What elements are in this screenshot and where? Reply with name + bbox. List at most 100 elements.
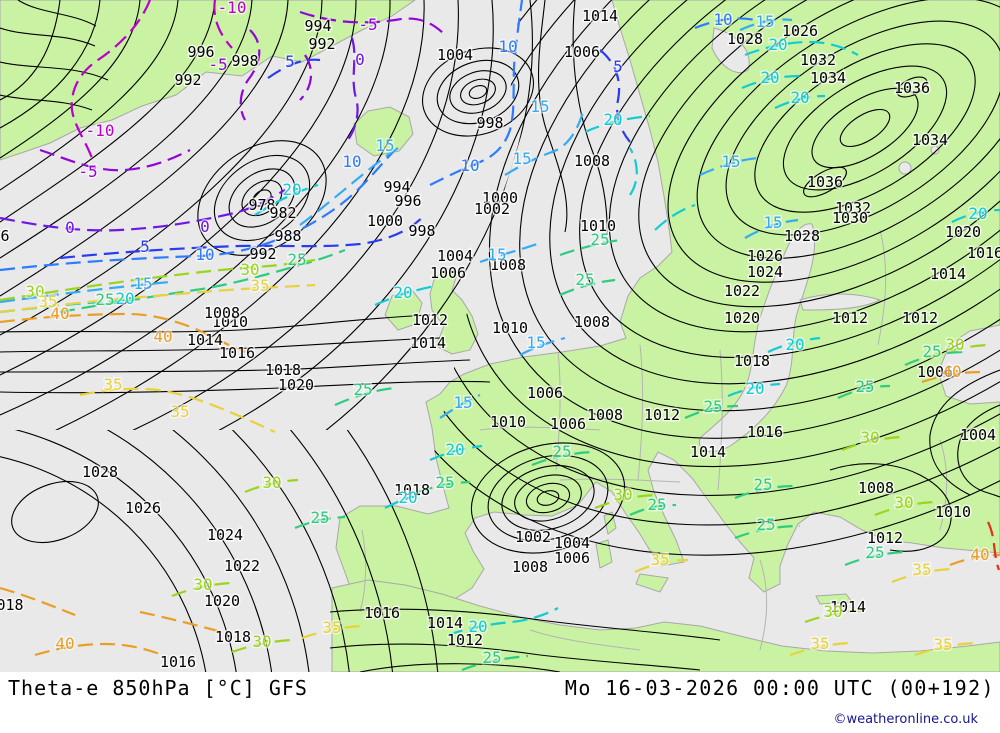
- sicily-island: [635, 573, 669, 593]
- theta-label: 25: [855, 377, 874, 396]
- theta-label: 35: [250, 276, 269, 295]
- footer-bar: Theta-e 850hPa [°C] GFS Mo 16-03-2026 00…: [0, 672, 1000, 733]
- theta-label: 25: [647, 495, 666, 514]
- theta-label: 35: [170, 402, 189, 421]
- theta-label: 35: [38, 292, 57, 311]
- pressure-label: 1000: [482, 189, 518, 207]
- pressure-label: 1002: [474, 200, 510, 218]
- theta-label: 35: [103, 375, 122, 394]
- theta-label: 20: [282, 180, 301, 199]
- pressure-label: 1004: [437, 46, 473, 64]
- theta-label: 20: [760, 68, 779, 87]
- europe-landmass: [335, 0, 1000, 621]
- credit-link[interactable]: ©weatheronline.co.uk: [833, 712, 978, 727]
- theta-label: 40: [153, 327, 172, 346]
- pressure-label: 1004: [960, 426, 996, 444]
- pressure-label: 1032: [800, 51, 836, 69]
- theta-label: 25: [482, 648, 501, 667]
- pressure-label: 992: [174, 71, 201, 89]
- pressure-label: 1012: [867, 529, 903, 547]
- pressure-label: 1006: [550, 415, 586, 433]
- pressure-label: 996: [187, 43, 214, 61]
- theta-label: 25: [753, 475, 772, 494]
- theta-label: 25: [95, 290, 114, 309]
- pressure-label: 1016: [364, 604, 400, 622]
- theta-label: 20: [445, 440, 464, 459]
- theta-label: 20: [393, 283, 412, 302]
- pressure-label: 1014: [427, 614, 463, 632]
- pressure-label: 1020: [278, 376, 314, 394]
- pressure-label: 1028: [82, 463, 118, 481]
- pressure-label: 1024: [747, 263, 783, 281]
- pressure-label: 1036: [894, 79, 930, 97]
- pressure-label: 1024: [207, 526, 243, 544]
- theta-label: 0: [200, 217, 210, 236]
- pressure-label: 1022: [724, 282, 760, 300]
- pressure-label: 1008: [574, 152, 610, 170]
- pressure-label: 1012: [902, 309, 938, 327]
- pressure-label: 1004: [554, 534, 590, 552]
- theta-contours-layer: [0, 0, 1000, 672]
- theta-label: 25: [590, 230, 609, 249]
- theta-label: 25: [310, 508, 329, 527]
- pressure-label: 1006: [430, 264, 466, 282]
- pressure-label: 996: [394, 192, 421, 210]
- theta-label: 30: [823, 602, 842, 621]
- pressure-label: 1028: [784, 227, 820, 245]
- theta-label: -5: [78, 162, 97, 181]
- theta-label: 30: [252, 632, 271, 651]
- theta-label: 15: [526, 333, 545, 352]
- theta-label: 10: [460, 156, 479, 175]
- theta-label: 40: [970, 545, 989, 564]
- pressure-label: 1016: [967, 244, 1000, 262]
- theta-label: 25: [552, 442, 571, 461]
- theta-label: -10: [86, 121, 115, 140]
- greenland-landmass: [0, 0, 416, 161]
- theta-label: 15: [755, 12, 774, 31]
- theta-label: 25: [353, 380, 372, 399]
- map-title: Theta-e 850hPa [°C] GFS: [8, 676, 308, 700]
- ireland-island: [384, 289, 423, 331]
- pressure-label: 1008: [587, 406, 623, 424]
- pressure-label: 1006: [554, 549, 590, 567]
- theta-label: 10: [342, 152, 361, 171]
- pressure-label: 1002: [515, 528, 551, 546]
- africa-landmass: [331, 579, 1000, 672]
- theta-label: 0: [355, 50, 365, 69]
- pressure-label: 1018: [265, 361, 301, 379]
- pressure-label: 1026: [747, 247, 783, 265]
- pressure-label: 1016: [160, 653, 196, 671]
- theta-label: 20: [768, 35, 787, 54]
- theta-label: 5: [613, 57, 623, 76]
- theta-label: 30: [262, 473, 281, 492]
- pressure-label: 1008: [490, 256, 526, 274]
- pressure-label: 1004: [437, 247, 473, 265]
- theta-label: 40: [942, 362, 961, 381]
- pressure-label: 1034: [810, 69, 846, 87]
- theta-label: -5: [208, 55, 227, 74]
- theta-label: 25: [703, 397, 722, 416]
- pressure-label: 1012: [644, 406, 680, 424]
- theta-label: 5: [285, 52, 295, 71]
- pressure-label: 1018: [215, 628, 251, 646]
- pressure-label: 978: [248, 196, 275, 214]
- great-britain-island: [429, 267, 479, 355]
- pressure-label: 1032: [835, 199, 871, 217]
- pressure-label: 1026: [125, 499, 161, 517]
- theta-label: 35: [810, 634, 829, 653]
- pressure-label: 1020: [945, 223, 981, 241]
- theta-label: 5: [140, 237, 150, 256]
- theta-label: 25: [575, 270, 594, 289]
- pressure-label: 1008: [512, 558, 548, 576]
- pressure-label: 1028: [727, 30, 763, 48]
- theta-label: 20: [468, 617, 487, 636]
- pressure-label: 1008: [858, 479, 894, 497]
- theta-label: 35: [650, 550, 669, 569]
- crete-island: [815, 593, 853, 605]
- pressure-label: 6: [0, 227, 9, 245]
- pressure-label: 1010: [212, 313, 248, 331]
- theta-label: 15: [375, 136, 394, 155]
